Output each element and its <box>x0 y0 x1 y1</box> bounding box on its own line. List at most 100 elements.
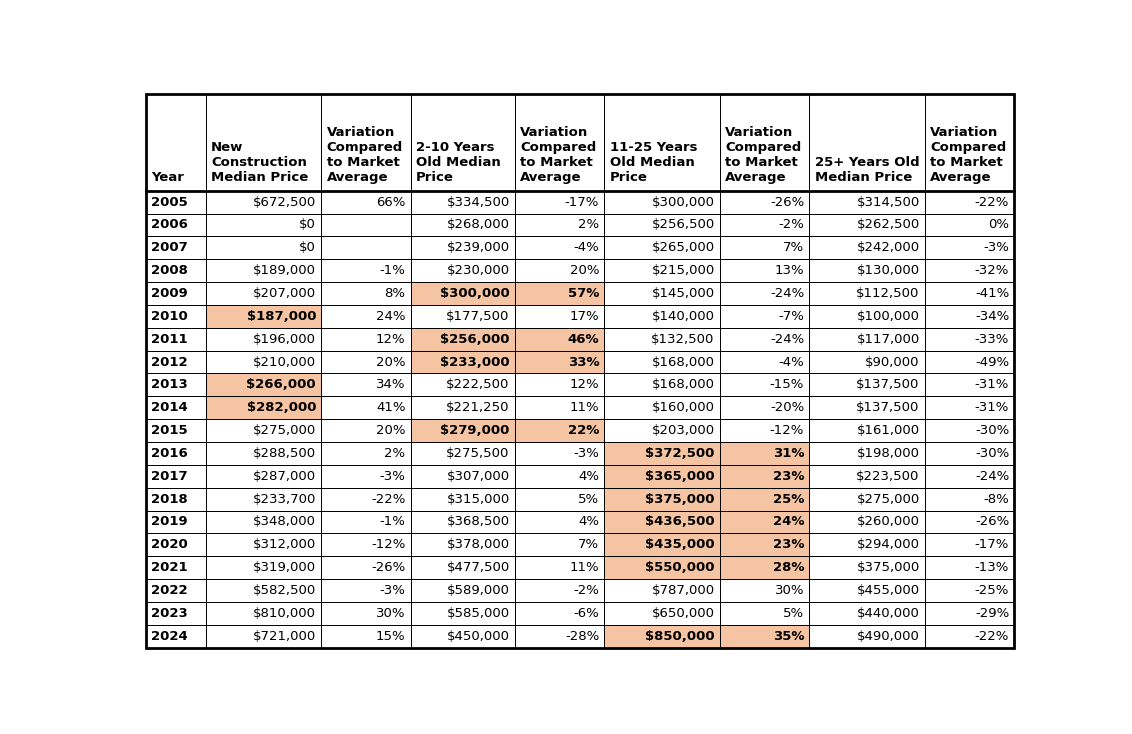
Text: $372,500: $372,500 <box>645 447 714 460</box>
Text: 34%: 34% <box>376 378 405 391</box>
Text: -49%: -49% <box>975 355 1009 368</box>
Bar <box>146 351 206 374</box>
Text: $239,000: $239,000 <box>447 241 509 254</box>
Bar <box>411 328 515 351</box>
Bar <box>206 534 321 556</box>
Text: -22%: -22% <box>371 493 405 506</box>
Text: 12%: 12% <box>376 333 405 346</box>
Bar <box>925 191 1014 214</box>
Bar <box>515 259 604 282</box>
Text: -26%: -26% <box>770 195 804 208</box>
Text: -4%: -4% <box>779 355 804 368</box>
Bar <box>321 236 411 259</box>
Text: -22%: -22% <box>975 195 1009 208</box>
Text: 15%: 15% <box>376 630 405 643</box>
Text: 5%: 5% <box>578 493 599 506</box>
Bar <box>925 419 1014 442</box>
Text: $650,000: $650,000 <box>652 607 714 619</box>
Text: $112,500: $112,500 <box>856 287 919 300</box>
Bar <box>604 579 720 602</box>
Text: $319,000: $319,000 <box>252 561 316 574</box>
Bar <box>925 94 1014 191</box>
Text: $140,000: $140,000 <box>652 310 714 323</box>
Bar <box>604 511 720 534</box>
Text: $582,500: $582,500 <box>252 584 316 597</box>
Text: $455,000: $455,000 <box>857 584 919 597</box>
Bar <box>925 236 1014 259</box>
Bar <box>146 282 206 305</box>
Text: -26%: -26% <box>371 561 405 574</box>
Text: 2%: 2% <box>385 447 405 460</box>
Bar <box>146 534 206 556</box>
Bar <box>515 282 604 305</box>
Bar <box>206 511 321 534</box>
Bar <box>604 374 720 396</box>
Bar <box>515 214 604 236</box>
Bar <box>411 94 515 191</box>
Bar <box>720 602 809 625</box>
Text: $203,000: $203,000 <box>652 424 714 437</box>
Bar <box>321 534 411 556</box>
Bar <box>206 465 321 487</box>
Text: 2%: 2% <box>578 219 599 231</box>
Text: -34%: -34% <box>975 310 1009 323</box>
Bar <box>515 556 604 579</box>
Text: $282,000: $282,000 <box>247 401 316 414</box>
Bar <box>321 487 411 511</box>
Bar <box>411 556 515 579</box>
Bar <box>411 374 515 396</box>
Bar <box>720 259 809 282</box>
Bar <box>411 442 515 465</box>
Bar <box>411 419 515 442</box>
Text: 7%: 7% <box>783 241 804 254</box>
Text: $215,000: $215,000 <box>652 264 714 277</box>
Bar <box>206 602 321 625</box>
Text: 2008: 2008 <box>152 264 188 277</box>
Text: -33%: -33% <box>975 333 1009 346</box>
Text: 24%: 24% <box>773 515 804 528</box>
Text: 2-10 Years
Old Median
Price: 2-10 Years Old Median Price <box>417 141 500 184</box>
Text: $137,500: $137,500 <box>856 401 919 414</box>
Text: $300,000: $300,000 <box>440 287 509 300</box>
Bar <box>515 191 604 214</box>
Bar <box>321 328 411 351</box>
Text: $207,000: $207,000 <box>252 287 316 300</box>
Text: $477,500: $477,500 <box>446 561 509 574</box>
Bar <box>809 465 925 487</box>
Bar <box>809 305 925 328</box>
Bar <box>925 259 1014 282</box>
Bar <box>146 511 206 534</box>
Bar <box>206 236 321 259</box>
Text: $256,500: $256,500 <box>652 219 714 231</box>
Bar <box>720 419 809 442</box>
Bar <box>604 442 720 465</box>
Text: -12%: -12% <box>371 538 405 551</box>
Text: 35%: 35% <box>773 630 804 643</box>
Bar <box>809 556 925 579</box>
Text: $187,000: $187,000 <box>247 310 316 323</box>
Bar <box>206 556 321 579</box>
Text: $315,000: $315,000 <box>446 493 509 506</box>
Bar <box>321 602 411 625</box>
Bar <box>720 305 809 328</box>
Bar <box>411 534 515 556</box>
Bar <box>720 625 809 647</box>
Bar <box>925 556 1014 579</box>
Bar <box>206 191 321 214</box>
Text: $279,000: $279,000 <box>440 424 509 437</box>
Bar <box>809 191 925 214</box>
Bar <box>720 465 809 487</box>
Bar <box>321 579 411 602</box>
Text: $294,000: $294,000 <box>857 538 919 551</box>
Bar <box>206 259 321 282</box>
Bar <box>321 625 411 647</box>
Text: 30%: 30% <box>376 607 405 619</box>
Text: -1%: -1% <box>379 515 405 528</box>
Bar <box>720 282 809 305</box>
Bar <box>321 419 411 442</box>
Bar <box>809 259 925 282</box>
Bar <box>604 534 720 556</box>
Bar <box>206 214 321 236</box>
Bar <box>925 351 1014 374</box>
Bar <box>809 534 925 556</box>
